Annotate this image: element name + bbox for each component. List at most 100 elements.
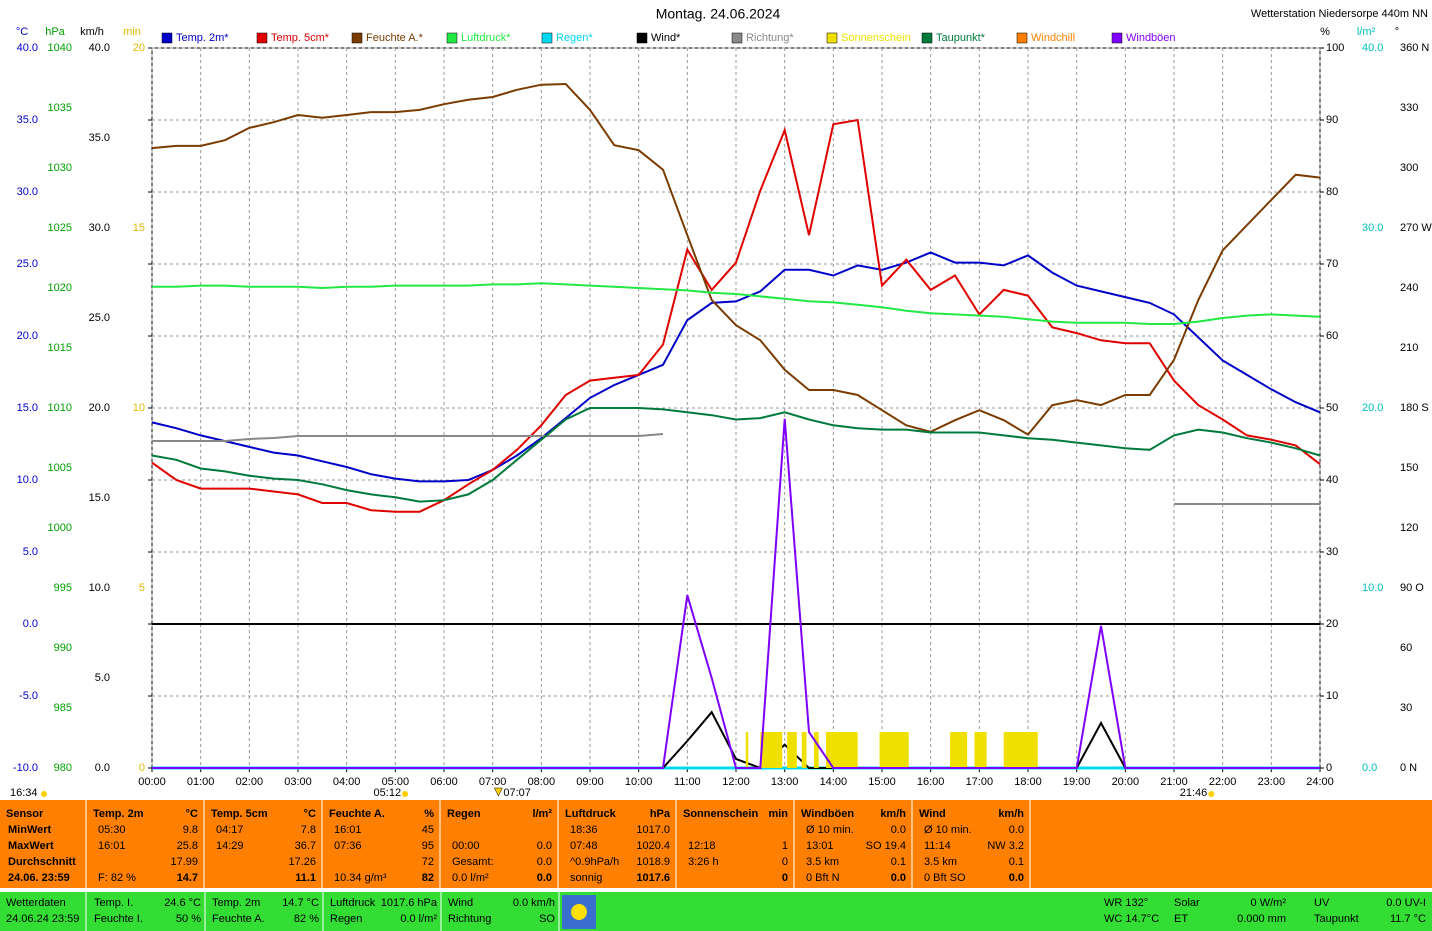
legend-swatch: [446, 32, 458, 44]
cell-value: 1020.4: [636, 840, 670, 852]
y-tick-label: 20.0: [1362, 402, 1383, 414]
legend-swatch: [921, 32, 933, 44]
x-tick-label: 00:00: [138, 776, 166, 788]
cell-value: 0.0: [537, 872, 552, 884]
y-tick-label: 50: [1326, 402, 1338, 414]
cell-value: 14.7: [177, 872, 198, 884]
y-tick-label: 210: [1400, 342, 1418, 354]
y-tick-label: 20.0: [17, 330, 38, 342]
axis-unit: km/h: [80, 26, 104, 38]
x-tick-label: 08:00: [528, 776, 556, 788]
status-value: 14.7 °C: [282, 897, 319, 909]
y-tick-label: 20: [133, 42, 145, 54]
status-label: Wind: [448, 897, 473, 909]
y-tick-label: 90 O: [1400, 582, 1424, 594]
block-unit: km/h: [998, 808, 1024, 820]
y-tick-label: 30.0: [1362, 222, 1383, 234]
x-tick-label: 11:00: [674, 776, 701, 788]
y-tick-label: 40.0: [89, 42, 110, 54]
status-label: Temp. I.: [94, 897, 133, 909]
y-tick-label: 100: [1326, 42, 1344, 54]
x-tick-label: 22:00: [1209, 776, 1237, 788]
y-tick-label: 10: [133, 402, 145, 414]
axis-unit: °C: [16, 26, 28, 38]
cell-value: 0.0: [537, 856, 552, 868]
status-label: ET: [1174, 913, 1188, 925]
x-tick-label: 12:00: [722, 776, 750, 788]
x-tick-label: 03:00: [284, 776, 312, 788]
status-label: Wetterdaten: [6, 897, 66, 909]
cell-value: 17.26: [288, 856, 316, 868]
block-name: Sonnenschein: [683, 808, 758, 820]
legend-label: Luftdruck*: [461, 32, 511, 44]
moon-time: 07:07: [503, 787, 531, 799]
axis-unit: min: [123, 26, 141, 38]
x-tick-label: 19:00: [1063, 776, 1091, 788]
status-value: 24.6 °C: [164, 897, 201, 909]
block-name: Regen: [447, 808, 481, 820]
cell-label: 3:26 h: [688, 856, 719, 868]
cell-label: 00:00: [452, 840, 480, 852]
y-tick-label: 1025: [48, 222, 72, 234]
row-label: 24.06. 23:59: [8, 872, 70, 884]
axis-unit: hPa: [45, 26, 65, 38]
cell-value: 17.99: [170, 856, 198, 868]
x-tick-label: 20:00: [1112, 776, 1140, 788]
x-tick-label: 24:00: [1306, 776, 1334, 788]
y-tick-label: 90: [1326, 114, 1338, 126]
sunshine-bar: [801, 732, 807, 768]
cell-value: 36.7: [295, 840, 316, 852]
legend-label: Sonnenschein: [841, 32, 911, 44]
cell-label: 16:01: [334, 824, 362, 836]
sun-time: 05:12: [374, 787, 402, 799]
block-unit: °C: [186, 808, 198, 820]
y-tick-label: 0: [1326, 762, 1332, 774]
y-tick-label: 1035: [48, 102, 72, 114]
status-value: 82 %: [294, 913, 319, 925]
series-line: [151, 251, 1321, 483]
status-label: WC 14.7°C: [1104, 913, 1159, 925]
axis-unit: l/m²: [1357, 26, 1376, 38]
y-tick-label: 985: [54, 702, 72, 714]
block-name: Luftdruck: [565, 808, 617, 820]
y-tick-label: 20: [1326, 618, 1338, 630]
x-tick-label: 05:00: [382, 776, 410, 788]
status-label: 24.06.24 23:59: [6, 913, 79, 925]
sunshine-bar: [745, 732, 749, 768]
y-tick-label: 5: [139, 582, 145, 594]
x-tick-label: 18:00: [1014, 776, 1042, 788]
status-label: Temp. 2m: [212, 897, 260, 909]
stats-header: Sensor: [6, 808, 44, 820]
status-background: [0, 892, 1432, 931]
legend-swatch: [826, 32, 838, 44]
y-tick-label: 1010: [48, 402, 72, 414]
cell-value: 95: [422, 840, 434, 852]
y-tick-label: 990: [54, 642, 72, 654]
sunshine-bar: [813, 732, 819, 768]
x-tick-label: 23:00: [1258, 776, 1286, 788]
status-value: 0.0 l/m²: [400, 913, 437, 925]
y-tick-label: 180 S: [1400, 402, 1429, 414]
x-tick-label: 01:00: [187, 776, 215, 788]
y-tick-label: -10.0: [13, 762, 38, 774]
series-line: [152, 433, 1320, 505]
sun-marker: [1208, 791, 1215, 797]
cell-label: Gesamt:: [452, 856, 494, 868]
sun-icon: [571, 904, 587, 920]
y-tick-label: 35.0: [89, 132, 110, 144]
legend-swatch: [636, 32, 648, 44]
y-tick-label: 240: [1400, 282, 1418, 294]
y-tick-label: 0.0: [95, 762, 110, 774]
cell-label: 0 Bft SO: [924, 872, 966, 884]
cell-label: 16:01: [98, 840, 126, 852]
legend-label: Richtung*: [746, 32, 794, 44]
cell-label: ^0.9hPa/h: [570, 856, 619, 868]
legend-label: Regen*: [556, 32, 593, 44]
x-tick-label: 16:00: [917, 776, 945, 788]
sunshine-bar: [879, 732, 909, 768]
series-line: [151, 407, 1321, 503]
block-name: Wind: [919, 808, 946, 820]
y-tick-label: 30.0: [89, 222, 110, 234]
